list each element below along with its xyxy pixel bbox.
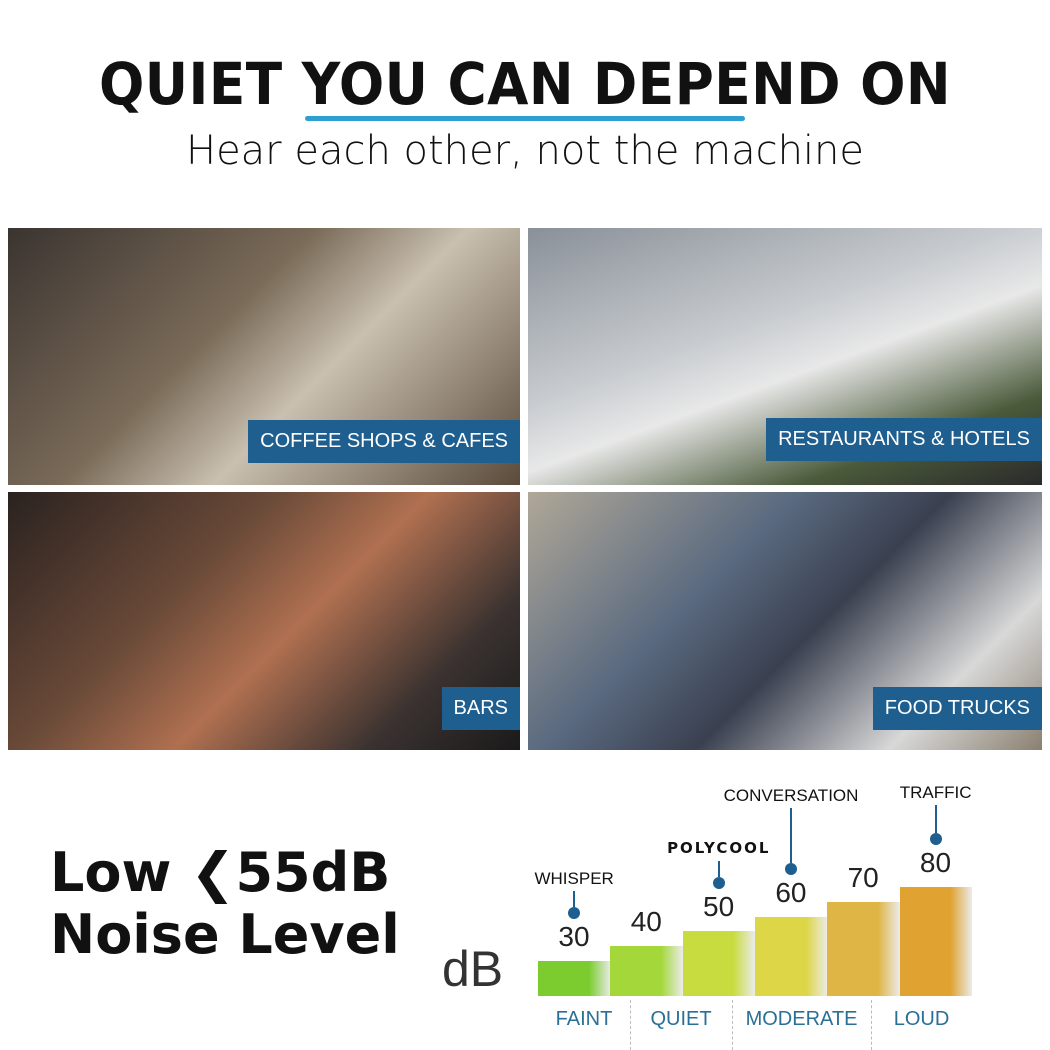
annotation-dot [929, 833, 942, 845]
category-faint: FAINT [555, 1008, 613, 1030]
bar-60 [754, 916, 828, 996]
db-unit-label: dB [442, 941, 504, 997]
category-divider [732, 1000, 733, 1050]
polycool-logo: POLYCOOL [667, 839, 771, 858]
bar-50 [682, 931, 756, 996]
value-label-30: 30 [558, 921, 590, 952]
noise-level-line2: Noise Level [50, 903, 400, 966]
noise-level-heading: Low ❮55dB Noise Level [50, 842, 400, 966]
value-label-60: 60 [775, 876, 807, 908]
title-underline [305, 116, 745, 121]
annotation-traffic: TRAFFIC [899, 783, 972, 802]
category-divider [871, 1000, 872, 1050]
annotation-pin [717, 861, 720, 878]
photo-label: COFFEE SHOPS & CAFES [248, 420, 520, 463]
annotation-dot [568, 907, 581, 919]
photo-label: RESTAURANTS & HOTELS [766, 418, 1042, 461]
annotation-pin [573, 891, 576, 907]
bar-30 [538, 961, 611, 996]
photo-bar: BARS [8, 492, 520, 750]
bar-80 [899, 887, 973, 996]
photo-restaurant: RESTAURANTS & HOTELS [528, 228, 1042, 485]
value-label-80: 80 [919, 847, 952, 878]
annotation-pin [790, 807, 793, 863]
page-title: QUIET YOU CAN DEPEND ON [98, 50, 952, 118]
annotation-pin [934, 805, 937, 833]
photo-label: BARS [441, 687, 520, 730]
value-label-70: 70 [847, 861, 879, 893]
category-quiet: QUIET [650, 1008, 712, 1030]
value-label-50: 50 [703, 891, 735, 923]
annotation-whisper: WHISPER [534, 869, 614, 888]
annotation-conversation: CONVERSATION [723, 785, 859, 805]
bar-40 [610, 946, 684, 996]
value-label-40: 40 [630, 906, 662, 938]
noise-level-line1: Low ❮55dB [50, 841, 391, 904]
photo-coffee-shop: COFFEE SHOPS & CAFES [8, 228, 520, 485]
category-divider [630, 1000, 631, 1050]
photo-food-truck: FOOD TRUCKS [528, 492, 1042, 750]
photo-label: FOOD TRUCKS [872, 687, 1042, 730]
annotation-dot [785, 862, 798, 875]
category-moderate: MODERATE [745, 1008, 858, 1030]
subtitle: Hear each other, not the machine [185, 128, 864, 174]
bar-70 [827, 901, 900, 996]
annotation-dot [712, 877, 725, 890]
category-loud: LOUD [893, 1008, 950, 1030]
